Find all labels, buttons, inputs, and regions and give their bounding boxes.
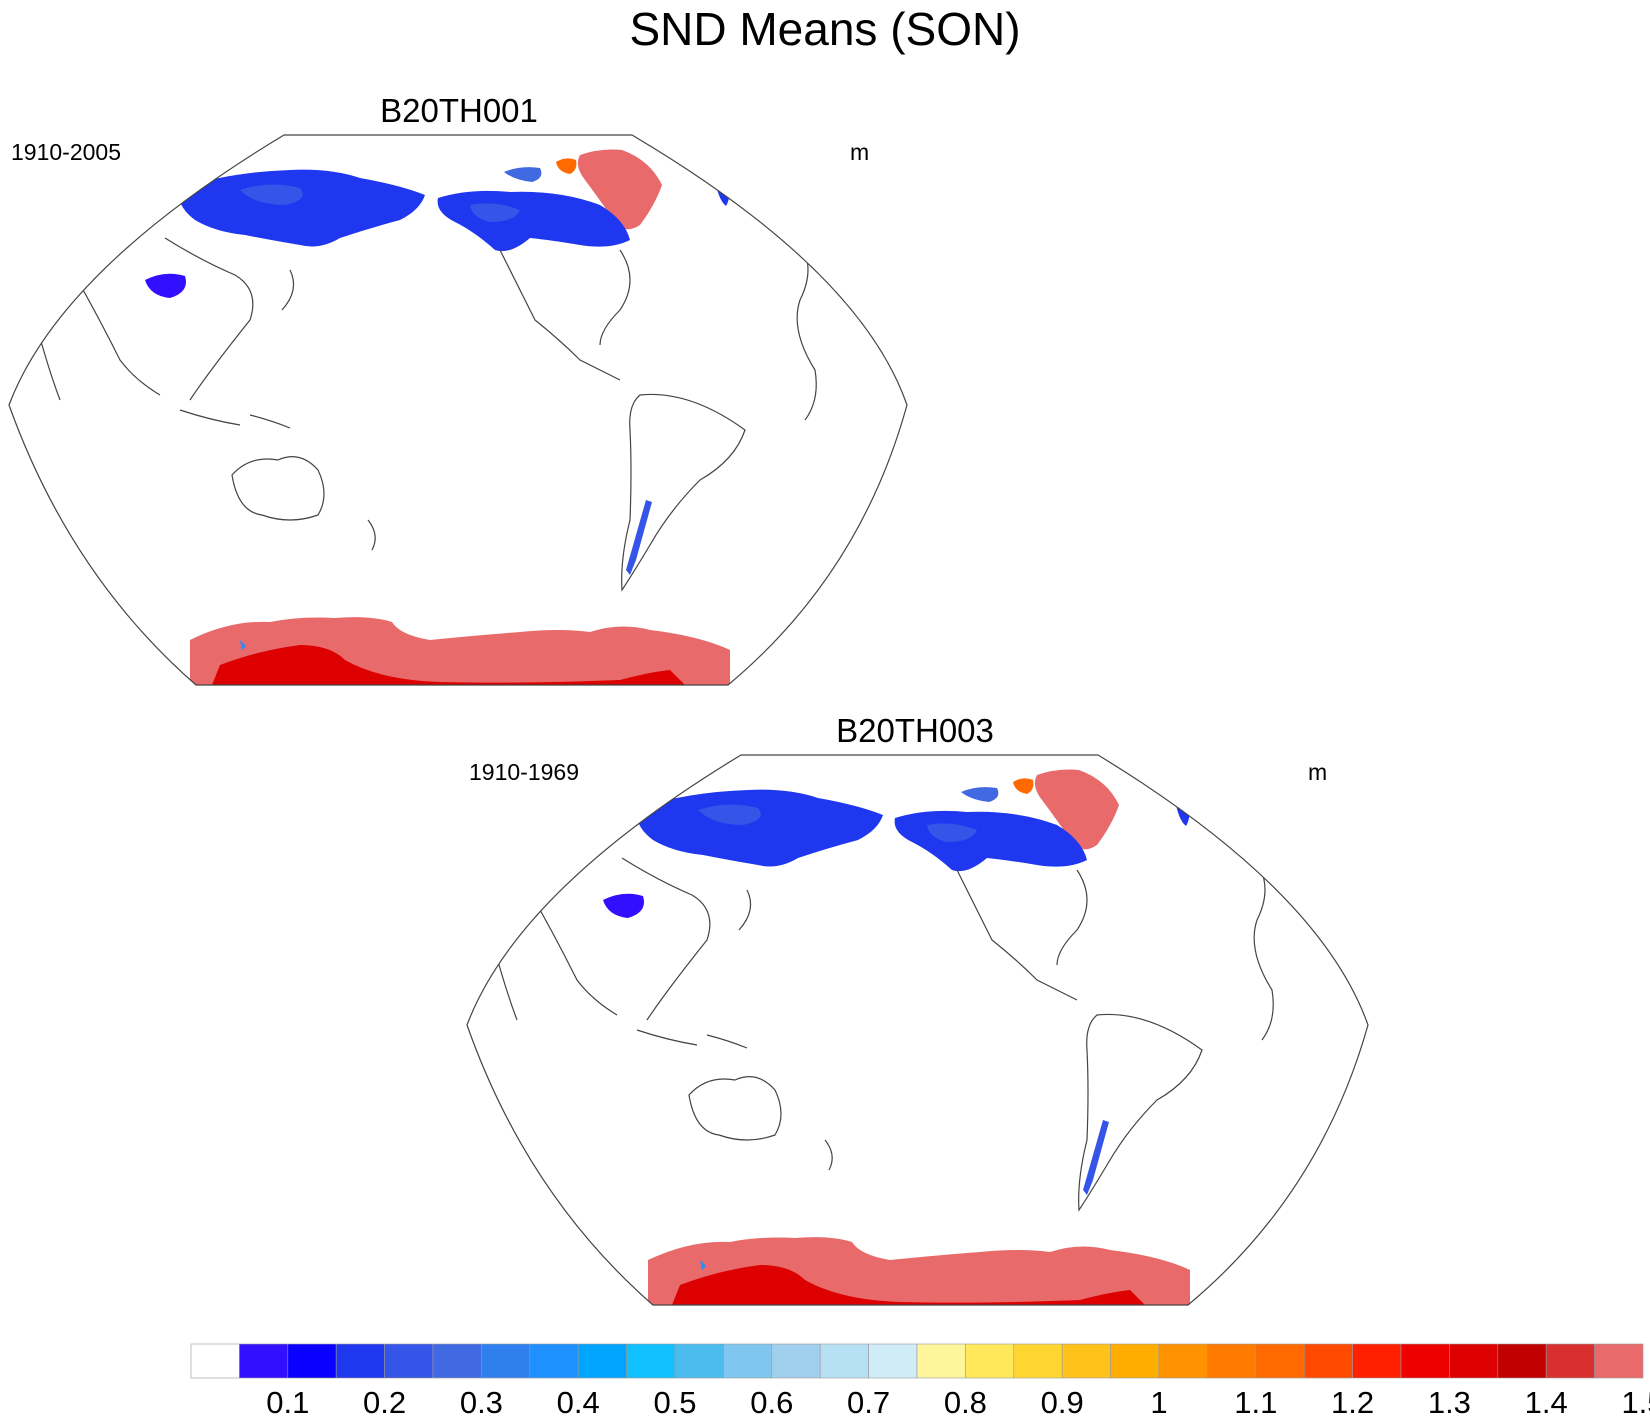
siberia-snow-region	[637, 789, 883, 867]
colorbar-box	[287, 1343, 337, 1379]
colorbar-box	[384, 1343, 434, 1379]
colorbar-box	[529, 1343, 579, 1379]
greenland-snow-region	[1034, 769, 1119, 850]
colorbar-box	[335, 1343, 385, 1379]
panel-1-period-label: 1910-2005	[11, 139, 121, 165]
colorbar-box	[771, 1343, 821, 1379]
panel-2-title: B20TH003	[836, 712, 994, 749]
colorbar-box	[1449, 1343, 1499, 1379]
colorbar-box	[1303, 1343, 1353, 1379]
andes-snow-region	[626, 500, 652, 575]
colorbar-box	[1255, 1343, 1305, 1379]
colorbar-box	[577, 1343, 627, 1379]
map-panel-2	[466, 754, 1369, 1306]
colorbar-tick-label: 1	[1150, 1385, 1168, 1420]
panel-2-units-label: m	[1308, 759, 1328, 785]
colorbar-box	[1497, 1343, 1547, 1379]
colorbar-box	[1110, 1343, 1160, 1379]
colorbar-tick-label: 1.1	[1234, 1385, 1278, 1420]
colorbar-tick-label: 1.3	[1427, 1385, 1471, 1420]
greenland-snow-region	[577, 149, 662, 230]
colorbar-tick-label: 0.5	[653, 1385, 697, 1420]
map-1-outline	[8, 134, 908, 686]
colorbar-tick-label: 0.2	[363, 1385, 407, 1420]
colorbar-box	[626, 1343, 676, 1379]
colorbar-tick-label: 1.2	[1331, 1385, 1375, 1420]
antarctica-deep-snow	[670, 1265, 1150, 1305]
colorbar-tick-label: 0.6	[750, 1385, 794, 1420]
siberia-snow-region	[179, 169, 425, 247]
colorbar	[190, 1343, 1644, 1379]
colorbar-tick-label: 0.8	[943, 1385, 987, 1420]
figure-title: SND Means (SON)	[629, 3, 1021, 55]
colorbar-tick-label: 0.1	[266, 1385, 310, 1420]
colorbar-box	[1545, 1343, 1595, 1379]
colorbar-box	[1594, 1343, 1644, 1379]
colorbar-box	[723, 1343, 773, 1379]
colorbar-box	[1013, 1343, 1063, 1379]
colorbar-box	[868, 1343, 918, 1379]
panel-1-units-label: m	[850, 139, 870, 165]
colorbar-box	[239, 1343, 289, 1379]
colorbar-box	[965, 1343, 1015, 1379]
colorbar-tick-label: 0.7	[847, 1385, 891, 1420]
colorbar-box	[819, 1343, 869, 1379]
colorbar-box	[916, 1343, 966, 1379]
colorbar-box	[674, 1343, 724, 1379]
colorbar-tick-label: 1.4	[1524, 1385, 1568, 1420]
colorbar-box	[1061, 1343, 1111, 1379]
colorbar-box	[432, 1343, 482, 1379]
colorbar-box	[190, 1343, 240, 1379]
colorbar-tick-label: 0.4	[556, 1385, 600, 1420]
colorbar-box	[1352, 1343, 1402, 1379]
andes-snow-region	[1083, 1120, 1109, 1195]
panel-1-title: B20TH001	[380, 92, 538, 129]
colorbar-tick-label: 1.5	[1621, 1385, 1650, 1420]
colorbar-tick-label: 0.9	[1040, 1385, 1084, 1420]
panel-2-period-label: 1910-1969	[469, 759, 579, 785]
map-panel-1	[8, 134, 908, 686]
colorbar-box	[481, 1343, 531, 1379]
map-2-outline	[466, 754, 1369, 1306]
colorbar-tick-label: 0.3	[459, 1385, 503, 1420]
colorbar-box	[1207, 1343, 1257, 1379]
colorbar-box	[1158, 1343, 1208, 1379]
colorbar-box	[1400, 1343, 1450, 1379]
antarctica-deep-snow	[210, 645, 690, 685]
